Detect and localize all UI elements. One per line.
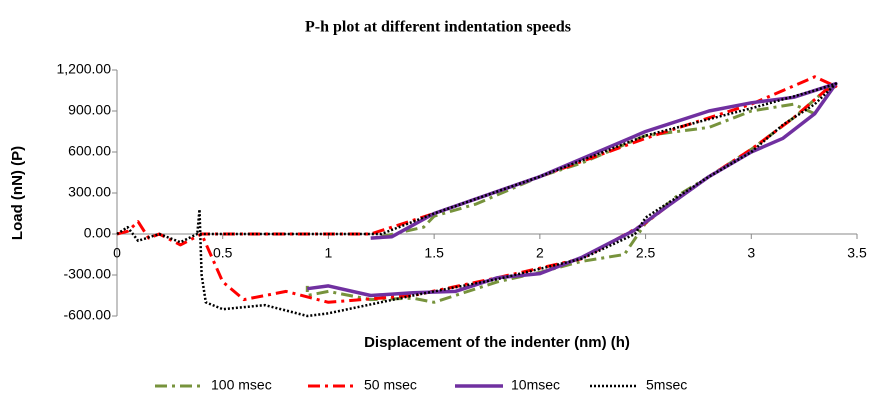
series-line bbox=[116, 82, 838, 318]
y-tick-label: -600.00 bbox=[64, 307, 112, 323]
y-axis-title: Load (nN) (P) bbox=[9, 146, 26, 240]
y-tick-label: 300.00 bbox=[68, 184, 111, 200]
x-tick-label: 1.5 bbox=[424, 245, 444, 261]
series-line bbox=[305, 82, 838, 304]
x-tick-label: 3.5 bbox=[847, 245, 867, 261]
legend-label: 50 msec bbox=[364, 377, 417, 393]
x-tick-label: 0.5 bbox=[213, 245, 233, 261]
series-line bbox=[116, 75, 838, 304]
y-tick-label: 1,200.00 bbox=[57, 61, 112, 77]
x-tick-label: 2 bbox=[536, 245, 544, 261]
x-tick-label: 3 bbox=[747, 245, 755, 261]
legend-label: 5msec bbox=[646, 377, 687, 393]
chart-title: P-h plot at different indentation speeds bbox=[305, 19, 571, 36]
legend-label: 100 msec bbox=[211, 377, 272, 393]
y-tick-label: 0.00 bbox=[84, 225, 111, 241]
y-tick-label: 900.00 bbox=[68, 102, 111, 118]
y-tick-label: -300.00 bbox=[64, 266, 112, 282]
x-tick-label: 2.5 bbox=[636, 245, 656, 261]
y-tick-label: 600.00 bbox=[68, 143, 111, 159]
x-axis-title: Displacement of the indenter (nm) (h) bbox=[364, 334, 630, 351]
x-tick-label: 0 bbox=[113, 245, 121, 261]
legend-label: 10msec bbox=[511, 377, 560, 393]
x-tick-label: 1 bbox=[325, 245, 333, 261]
